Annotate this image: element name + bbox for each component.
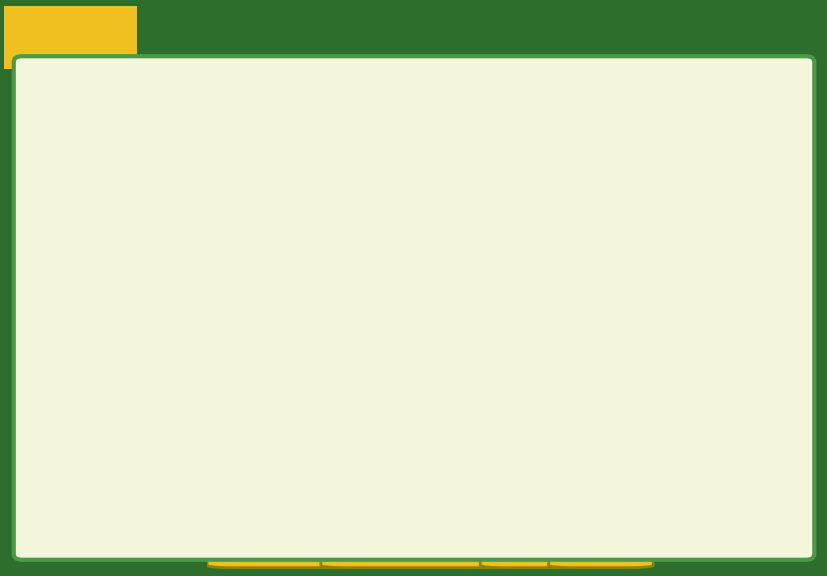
Text: →: → [593, 535, 608, 554]
Text: C: C [178, 415, 184, 425]
Text: HO: HO [417, 414, 432, 424]
FancyBboxPatch shape [321, 524, 511, 568]
FancyBboxPatch shape [0, 3, 143, 73]
Text: C: C [564, 370, 571, 380]
Text: monosaccharides joined together form a: monosaccharides joined together form a [147, 145, 793, 173]
Text: Glucose: Glucose [214, 497, 263, 507]
Text: OH: OH [270, 452, 284, 461]
Text: H: H [153, 370, 160, 380]
FancyBboxPatch shape [547, 524, 653, 568]
Text: OH: OH [476, 444, 490, 453]
Text: Sucrose: Sucrose [651, 497, 701, 507]
Text: C: C [141, 408, 147, 418]
Text: HO: HO [194, 440, 208, 450]
Text: ←: ← [524, 535, 539, 554]
Text: CH₂OH: CH₂OH [486, 336, 519, 347]
Text: H: H [304, 370, 310, 380]
Text: H: H [222, 452, 229, 461]
Bar [41, 144, 60, 190]
Text: C: C [588, 414, 595, 424]
Text: C: C [435, 370, 442, 380]
Text: C: C [178, 377, 184, 387]
Text: OH: OH [310, 424, 325, 434]
FancyBboxPatch shape [480, 524, 584, 568]
FancyBboxPatch shape [207, 524, 352, 568]
Text: Home: Home [257, 537, 302, 551]
Text: .: . [304, 237, 313, 265]
Text: OH: OH [423, 406, 439, 416]
Text: Resources: Resources [375, 537, 457, 551]
Text: OH: OH [132, 422, 147, 432]
Text: C: C [236, 358, 242, 367]
Text: CH₂OH: CH₂OH [714, 423, 743, 431]
Text: O: O [544, 358, 552, 367]
Text: C: C [710, 410, 717, 420]
Text: C: C [235, 434, 242, 444]
Text: C: C [293, 415, 299, 425]
Text: (disaccharide): (disaccharide) [639, 511, 713, 521]
Text: disaccharide: disaccharide [83, 237, 280, 265]
Text: O: O [299, 380, 308, 390]
Text: O: O [581, 396, 588, 406]
Text: Two: Two [83, 145, 143, 173]
Text: O: O [717, 378, 724, 388]
Text: (monosaccharide): (monosaccharide) [192, 511, 286, 521]
Text: OH: OH [605, 429, 619, 439]
Text: HO: HO [580, 380, 595, 390]
Text: CH₂OH: CH₂OH [636, 343, 669, 353]
Text: CH₂OH: CH₂OH [222, 336, 256, 347]
Text: H: H [153, 390, 160, 400]
Text: C: C [313, 410, 320, 420]
